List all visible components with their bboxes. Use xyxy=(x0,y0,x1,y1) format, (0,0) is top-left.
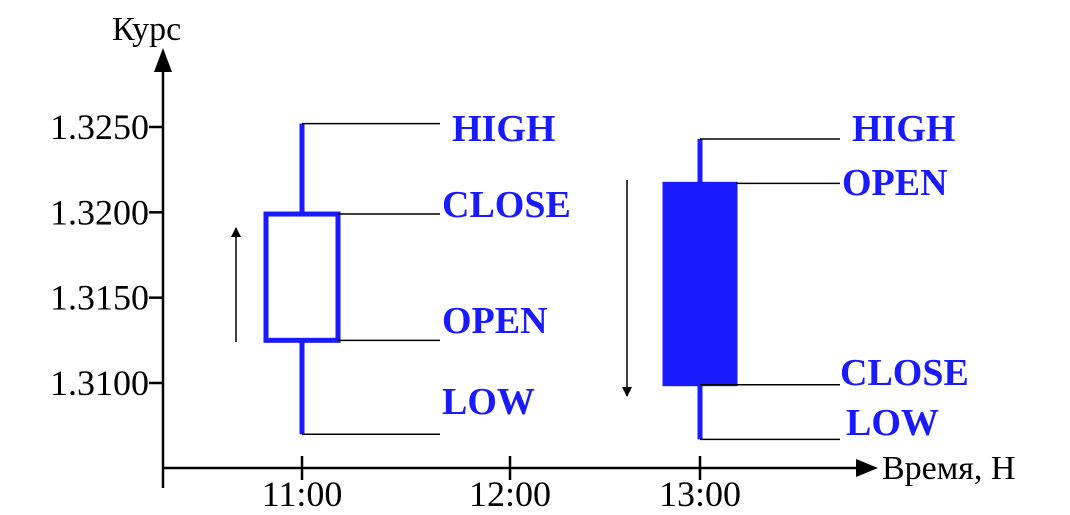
label-close: CLOSE xyxy=(840,352,969,394)
candle-bullish: HIGH CLOSE OPEN LOW xyxy=(231,108,571,435)
y-ticks: 1.3250 1.3200 1.3150 1.3100 xyxy=(50,107,163,403)
label-open: OPEN xyxy=(442,300,548,342)
x-tick-label: 12:00 xyxy=(469,474,551,514)
label-low: LOW xyxy=(442,381,535,423)
candle-bearish: HIGH OPEN CLOSE LOW xyxy=(622,108,969,444)
x-tick-label: 11:00 xyxy=(262,474,343,514)
y-tick-label: 1.3100 xyxy=(50,363,149,403)
label-open: OPEN xyxy=(842,162,948,204)
y-axis-arrow-icon xyxy=(154,48,172,72)
x-axis-arrow-icon xyxy=(856,459,878,477)
y-tick-label: 1.3200 xyxy=(50,192,149,232)
candle-body xyxy=(263,211,341,343)
y-tick-label: 1.3150 xyxy=(50,278,149,318)
x-axis-title: Время, Н xyxy=(882,450,1015,487)
label-high: HIGH xyxy=(452,108,555,150)
label-low: LOW xyxy=(846,402,939,444)
label-high: HIGH xyxy=(852,108,955,150)
candle-body xyxy=(662,181,738,387)
x-tick-label: 13:00 xyxy=(659,474,741,514)
y-tick-label: 1.3250 xyxy=(50,107,149,147)
y-axis-title: Курс xyxy=(112,11,181,48)
x-ticks: 11:00 12:00 13:00 xyxy=(262,456,741,514)
label-close: CLOSE xyxy=(442,184,571,226)
